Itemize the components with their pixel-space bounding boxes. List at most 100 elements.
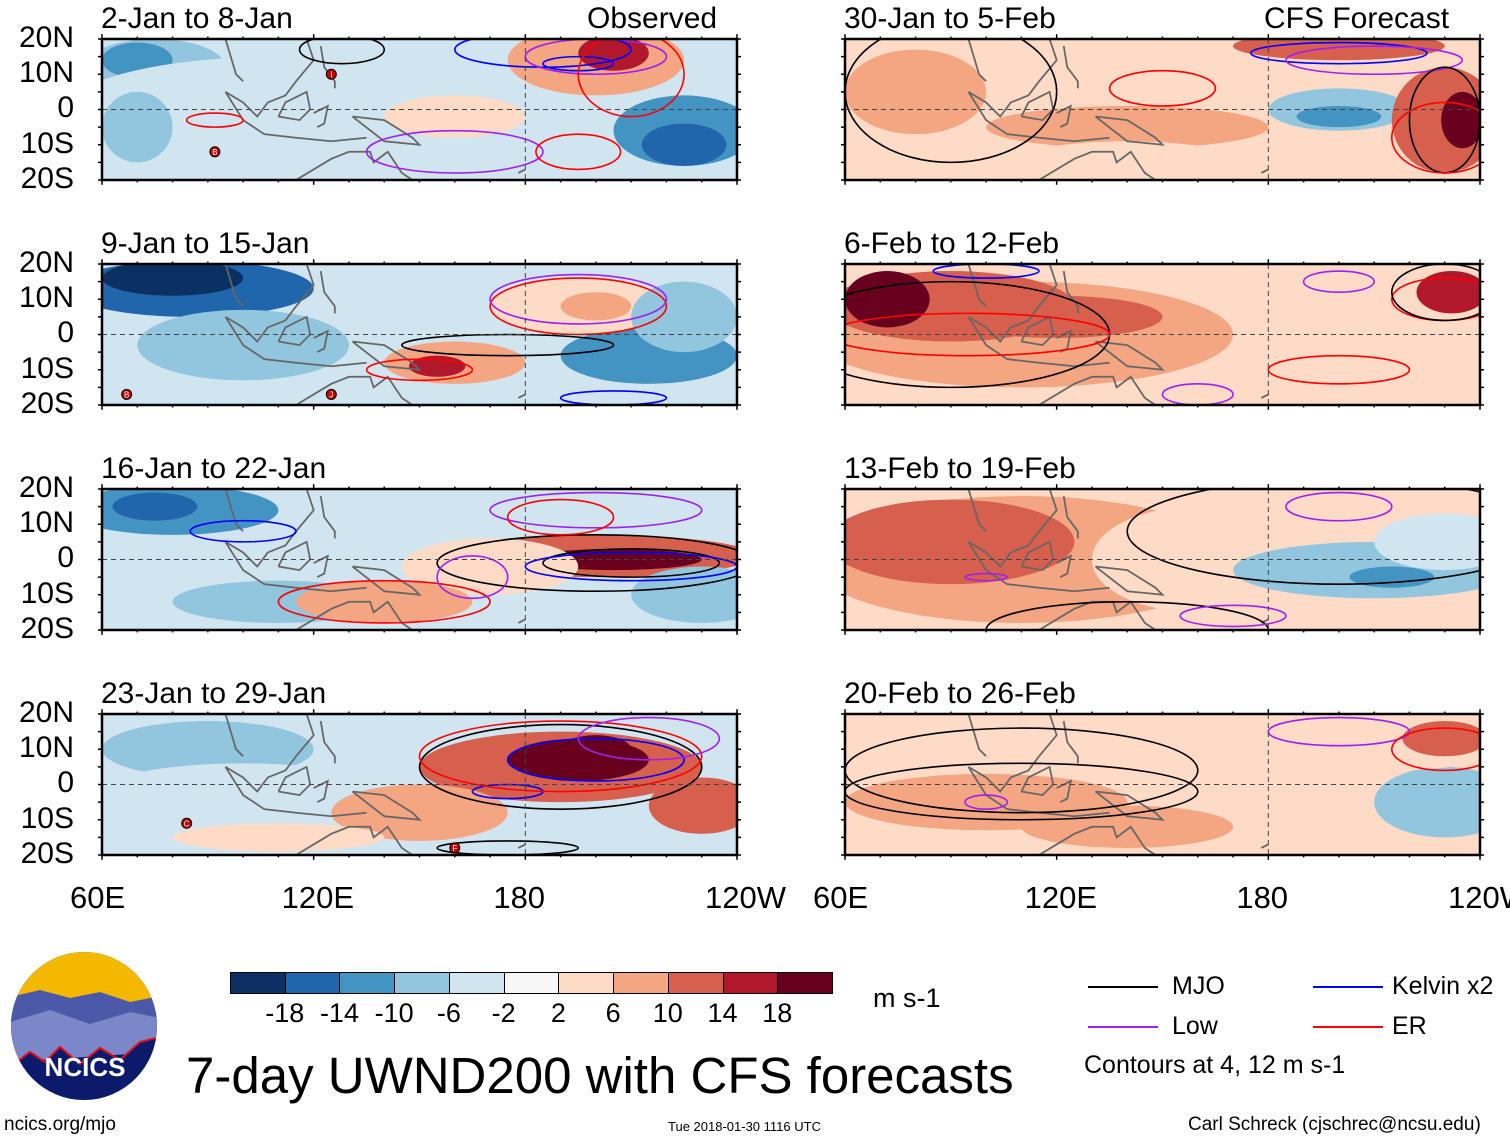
wave-contour [524,39,668,76]
wind-anomaly-shading [172,823,385,852]
wave-contour [577,39,685,118]
wind-anomaly-shading [648,777,737,834]
wave-contour [845,762,1199,821]
lat-label: 10N [18,506,74,540]
tropical-cyclone-icon [449,842,461,854]
forecast-label: CFS Forecast [1264,2,1450,35]
source-url[interactable]: ncics.org/mjo [4,1114,116,1135]
figure-title: 7-day UWND200 with CFS forecasts [186,1047,1014,1104]
wave-contour [1285,491,1393,522]
coastline [224,489,526,630]
wind-anomaly-shading [102,721,314,778]
wave-contour [436,534,737,593]
wind-anomaly-shading [631,281,737,353]
contour-note: Contours at 4, 12 m s-1 [1084,1051,1346,1079]
wind-anomaly-shading [1402,721,1480,757]
legend-label-kelvin: Kelvin x2 [1392,972,1494,1000]
lon-label: 120E [281,880,355,915]
coastline [224,714,526,855]
tropical-cyclone-icon [325,68,337,80]
timestamp: Tue 2018-01-30 1116 UTC [668,1119,821,1134]
wave-contour [1126,489,1480,585]
wind-anomaly-shading [112,492,198,521]
colorbar-swatch [339,972,396,994]
wave-contour [365,358,474,382]
wave-contour [1302,270,1375,293]
lat-label: 10S [20,351,74,385]
wave-contour [185,112,244,128]
cyclone-label: B [212,148,217,157]
wave-contour [489,491,703,529]
colorbar-swatch [448,972,505,994]
wave-contour [489,277,668,336]
colorbar-label: -6 [436,998,461,1028]
panel-title: 23-Jan to 29-Jan [101,677,327,710]
lat-label: 20S [20,611,74,645]
colorbar-swatch [667,972,724,994]
tropical-cyclone-icon [121,388,133,400]
panel-title: 9-Jan to 15-Jan [101,227,310,260]
panel-title: 30-Jan to 5-Feb [844,2,1056,35]
wave-contour [1249,41,1428,65]
wave-contour [277,579,491,624]
wind-anomaly-shading [102,763,385,820]
lon-label: 180 [493,880,546,915]
colorbar-label: 18 [762,998,793,1028]
wave-contour [964,572,1009,582]
lon-label: 60E [70,880,126,915]
wind-anomaly-shading [1349,566,1435,588]
legend-line-low [1088,1026,1158,1028]
panel-title: 20-Feb to 26-Feb [844,677,1076,710]
colorbar-swatch [394,972,450,994]
colorbar-swatch [284,972,341,994]
wind-anomaly-shading [102,264,244,296]
lon-label: 60E [813,880,869,915]
legend-line-mjo [1088,986,1158,988]
wind-anomaly-shading [384,95,526,138]
lon-label: 120W [1448,880,1510,915]
lat-label: 20S [20,386,74,420]
map-panel: CF [98,709,741,860]
wave-contour [577,716,721,761]
legend-label-er: ER [1392,1012,1427,1040]
map-panel [98,484,741,635]
wave-contour [1391,727,1480,772]
wave-contour [1108,69,1217,107]
lat-label: 20N [18,471,74,504]
wind-anomaly-shading [401,538,579,595]
wind-anomaly-shading [1416,271,1480,314]
wave-contour [418,723,703,810]
wave-contour [1391,264,1480,322]
wave-contour [418,720,703,793]
wave-contour [845,39,1058,164]
lat-label: 10S [20,126,74,160]
lat-label: 10N [18,56,74,90]
wave-contour [506,737,685,782]
map-panel [841,709,1484,860]
colorbar-label: -18 [265,998,305,1028]
colorbar-swatch [503,972,560,994]
wind-anomaly-shading [845,271,930,328]
wind-anomaly-shading [1374,766,1480,838]
ncics-logo: NCICS [11,952,157,1100]
lat-label: 10S [20,801,74,835]
lon-label: 120W [705,880,786,915]
coastline [967,264,1269,405]
cyclone-label: C [184,819,190,828]
lat-label: 20N [18,21,74,54]
wave-contour [365,129,544,174]
colorbar-label: 14 [707,998,738,1028]
wave-contour [985,601,1270,630]
coastline [967,489,1269,630]
coastline [224,264,526,405]
colorbar-label: 6 [605,998,621,1028]
colorbar-swatch [777,972,833,994]
colorbar-label: 2 [550,998,566,1028]
wave-contour [542,548,721,578]
wind-anomaly-shading [1197,348,1410,391]
coastline [967,714,1269,855]
panel-title: 2-Jan to 8-Jan [101,2,293,35]
wind-anomaly-shading [845,499,1075,585]
lat-label: 0 [57,766,74,800]
wave-contour [524,551,737,582]
